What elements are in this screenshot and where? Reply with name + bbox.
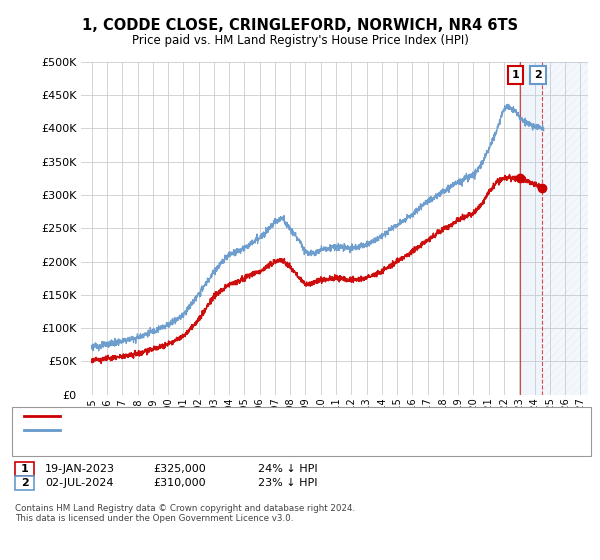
Bar xyxy=(520,62,542,395)
Text: 2: 2 xyxy=(21,478,28,488)
Text: 19-JAN-2023: 19-JAN-2023 xyxy=(45,464,115,474)
Text: 24% ↓ HPI: 24% ↓ HPI xyxy=(258,464,317,474)
Text: 23% ↓ HPI: 23% ↓ HPI xyxy=(258,478,317,488)
Text: 1, CODDE CLOSE, CRINGLEFORD, NORWICH, NR4 6TS: 1, CODDE CLOSE, CRINGLEFORD, NORWICH, NR… xyxy=(82,18,518,33)
Text: Price paid vs. HM Land Registry's House Price Index (HPI): Price paid vs. HM Land Registry's House … xyxy=(131,34,469,46)
Text: HPI: Average price, detached house, South Norfolk: HPI: Average price, detached house, Sout… xyxy=(66,425,318,435)
Text: 2: 2 xyxy=(534,70,542,80)
Text: 02-JUL-2024: 02-JUL-2024 xyxy=(45,478,113,488)
Text: £325,000: £325,000 xyxy=(153,464,206,474)
Text: 1: 1 xyxy=(512,70,520,80)
Text: 1: 1 xyxy=(21,464,28,474)
Text: 1, CODDE CLOSE, CRINGLEFORD, NORWICH, NR4 6TS (detached house): 1, CODDE CLOSE, CRINGLEFORD, NORWICH, NR… xyxy=(66,410,423,421)
Bar xyxy=(542,62,588,395)
Text: £310,000: £310,000 xyxy=(153,478,206,488)
Text: Contains HM Land Registry data © Crown copyright and database right 2024.
This d: Contains HM Land Registry data © Crown c… xyxy=(15,504,355,524)
